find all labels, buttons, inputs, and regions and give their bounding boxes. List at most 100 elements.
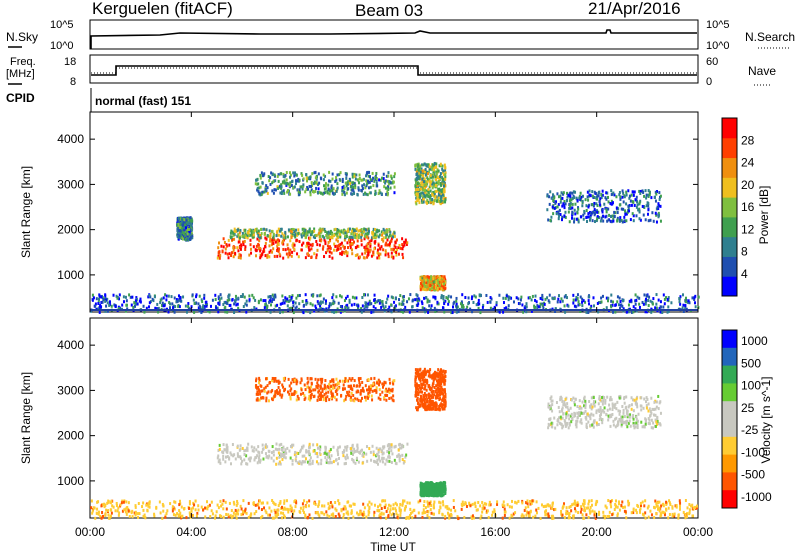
power-scatter-cell (237, 240, 240, 244)
velocity-scatter-cell (303, 394, 306, 398)
velocity-scatter-cell (377, 396, 380, 400)
power-scatter-cell (581, 297, 584, 301)
power-scatter-cell (277, 247, 280, 251)
velocity-scatter-cell (292, 443, 295, 447)
power-scatter-cell (643, 194, 646, 198)
power-scatter-cell (441, 164, 444, 168)
velocity-scatter-cell (341, 450, 344, 454)
power-scatter-cell (666, 310, 669, 314)
power-scatter-cell (324, 240, 327, 244)
power-scatter-cell (257, 229, 260, 233)
power-scatter-cell (269, 237, 272, 241)
power-scatter-cell (388, 180, 391, 184)
power-scatter-cell (562, 192, 565, 196)
power-scatter-cell (382, 231, 385, 235)
power-scatter-cell (525, 302, 528, 306)
power-scatter-cell (325, 307, 328, 311)
power-scatter-cell (569, 204, 572, 208)
power-scatter-cell (416, 172, 419, 176)
power-scatter-cell (189, 235, 192, 239)
velocity-scatter-cell (335, 383, 338, 387)
power-scatter-cell (286, 235, 289, 239)
power-scatter-cell (439, 162, 442, 166)
power-scatter-cell (589, 214, 592, 218)
power-scatter-cell (401, 237, 404, 241)
power-scatter-cell (215, 306, 218, 310)
power-scatter-cell (290, 306, 293, 310)
velocity-scatter-cell (318, 446, 321, 450)
power-scatter-cell (282, 174, 285, 178)
power-scatter-cell (300, 233, 303, 237)
velocity-scatter-cell (437, 368, 440, 372)
power-scatter-cell (317, 172, 320, 176)
power-scatter-cell (283, 301, 286, 305)
power-scatter-cell (562, 202, 565, 206)
power-scatter-cell (552, 297, 555, 301)
velocity-scatter-cell (361, 461, 364, 465)
power-scatter-cell (268, 179, 271, 183)
velocity-scatter-cell (334, 390, 337, 394)
power-scatter-cell (655, 192, 658, 196)
velocity-scatter-cell (428, 406, 431, 410)
power-scatter-cell (433, 161, 436, 165)
power-scatter-cell (363, 183, 366, 187)
velocity-scatter-cell (417, 388, 420, 392)
power-scatter-cell (343, 309, 346, 313)
power-scatter-cell (440, 176, 443, 180)
power-scatter-cell (269, 234, 272, 238)
power-scatter-cell (197, 302, 200, 306)
power-scatter-cell (628, 299, 631, 303)
power-scatter-cell (557, 203, 560, 207)
power-scatter-cell (182, 295, 185, 299)
velocity-scatter-cell (439, 397, 442, 401)
velocity-scatter-cell (273, 377, 276, 381)
power-scatter-cell (435, 181, 438, 185)
power-scatter-cell (169, 302, 172, 306)
power-scatter-cell (259, 249, 262, 253)
power-scatter-cell (269, 295, 272, 299)
noise-search-label: N.Search (745, 30, 795, 44)
power-scatter-cell (462, 306, 465, 310)
velocity-scatter-cell (330, 394, 333, 398)
power-scatter-cell (558, 214, 561, 218)
power-scatter-cell (228, 243, 231, 247)
power-scatter-cell (248, 298, 251, 302)
power-scatter-cell (387, 252, 390, 256)
power-scatter-cell (422, 197, 425, 201)
power-scatter-cell (634, 299, 637, 303)
power-scatter-cell (177, 226, 180, 230)
power-scatter-cell (307, 187, 310, 191)
velocity-scatter-cell (299, 392, 302, 396)
power-scatter-cell (342, 184, 345, 188)
power-scatter-cell (280, 227, 283, 231)
power-scatter-cell (185, 218, 188, 222)
velocity-scatter-cell (317, 462, 320, 466)
velocity-scatter-cell (382, 445, 385, 449)
power-scatter-cell (311, 184, 314, 188)
velocity-scatter-cell (218, 447, 221, 451)
power-scatter-cell (367, 186, 370, 190)
power-scatter-cell (370, 236, 373, 240)
power-scatter-cell (304, 190, 307, 194)
power-scatter-cell (268, 250, 271, 254)
power-scatter-cell (306, 179, 309, 183)
power-scatter-cell (357, 178, 360, 182)
power-scatter-cell (281, 232, 284, 236)
power-scatter-cell (176, 223, 179, 227)
velocity-scatter-cell (274, 376, 277, 380)
power-scatter-cell (338, 178, 341, 182)
power-scatter-cell (223, 240, 226, 244)
power-scatter-cell (124, 309, 127, 313)
power-scatter-cell (165, 298, 168, 302)
power-scatter-cell (648, 295, 651, 299)
velocity-scatter-cell (275, 456, 278, 460)
power-scatter-cell (254, 298, 257, 302)
power-scatter-cell (409, 293, 412, 297)
power-scatter-cell (479, 293, 482, 297)
power-scatter-cell (498, 293, 501, 297)
power-scatter-cell (632, 219, 635, 223)
power-scatter-cell (423, 309, 426, 313)
power-scatter-cell (556, 205, 559, 209)
power-scatter-cell (607, 200, 610, 204)
velocity-scatter-cell (329, 448, 332, 452)
